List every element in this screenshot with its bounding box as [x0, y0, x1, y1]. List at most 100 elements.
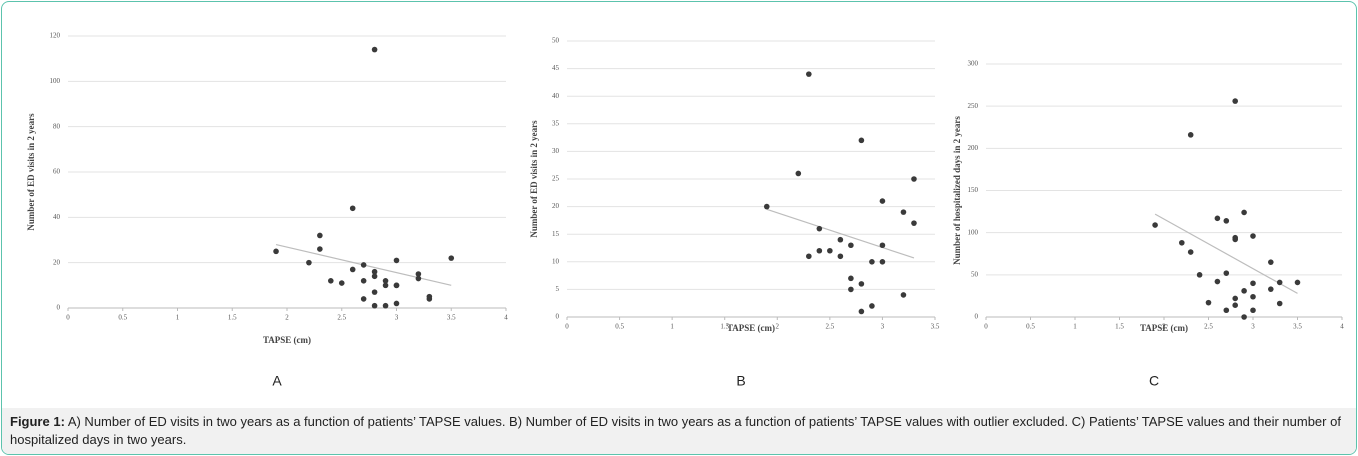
- data-point: [869, 303, 875, 309]
- data-point: [837, 253, 844, 260]
- panel-label: B: [736, 373, 745, 389]
- caption-label: Figure 1:: [10, 414, 65, 429]
- x-tick-label: 3.5: [447, 314, 456, 322]
- panel-label: C: [1149, 373, 1159, 389]
- data-point: [1241, 209, 1247, 216]
- data-point: [848, 286, 854, 293]
- x-axis-label: TAPSE (cm): [1140, 323, 1188, 333]
- x-tick-label: 1.5: [720, 323, 729, 331]
- x-tick-label: 1: [670, 323, 674, 331]
- x-tick-label: 0.5: [1026, 323, 1035, 331]
- y-tick-label: 50: [971, 270, 979, 278]
- data-point: [763, 203, 770, 210]
- data-point: [806, 71, 812, 77]
- trend-line: [1154, 213, 1298, 294]
- data-point: [371, 302, 378, 309]
- data-point: [848, 275, 854, 282]
- data-point: [371, 289, 378, 295]
- caption: Figure 1: A) Number of ED visits in two …: [2, 408, 1356, 454]
- x-tick-label: 4: [1340, 323, 1344, 331]
- data-point: [426, 296, 433, 302]
- caption-text: A) Number of ED visits in two years as a…: [10, 414, 1341, 447]
- x-tick-label: 0: [565, 323, 569, 331]
- y-tick-label: 30: [552, 147, 560, 155]
- y-tick-label: 40: [552, 92, 560, 100]
- y-tick-label: 20: [552, 202, 560, 210]
- y-tick-label: 100: [968, 228, 979, 236]
- x-tick-label: 2: [1162, 323, 1166, 331]
- data-point: [328, 278, 334, 284]
- data-point: [1179, 239, 1185, 246]
- data-point: [806, 253, 812, 260]
- y-tick-label: 50: [552, 37, 560, 45]
- y-tick-label: 250: [968, 102, 979, 110]
- x-tick-label: 3: [881, 323, 885, 331]
- y-axis-label: Number of hospitalized days in 2 years: [952, 116, 962, 265]
- data-point: [911, 220, 917, 226]
- y-tick-label: 100: [50, 77, 61, 85]
- data-point: [827, 247, 833, 254]
- data-point: [1268, 259, 1274, 265]
- data-point: [415, 271, 422, 277]
- data-point: [349, 205, 356, 212]
- data-point: [360, 262, 367, 268]
- data-point: [816, 225, 823, 232]
- data-point: [911, 176, 917, 182]
- data-point: [1294, 279, 1301, 286]
- x-tick-label: 3: [1251, 323, 1255, 331]
- y-tick-label: 300: [968, 60, 979, 68]
- data-point: [382, 282, 389, 289]
- data-point: [1223, 270, 1230, 276]
- data-point: [1232, 295, 1238, 302]
- data-point: [1187, 249, 1194, 255]
- data-point: [1241, 288, 1247, 294]
- data-point: [1232, 98, 1238, 104]
- x-tick-label: 0: [984, 323, 988, 331]
- data-point: [382, 302, 389, 309]
- panel-label: A: [272, 373, 282, 389]
- x-tick-label: 1.5: [228, 314, 237, 322]
- x-tick-label: 2.5: [1204, 323, 1213, 331]
- x-tick-label: 0.5: [118, 314, 127, 322]
- x-tick-label: 1.5: [1115, 323, 1124, 331]
- x-tick-label: 3.5: [931, 323, 940, 331]
- data-point: [795, 170, 802, 177]
- y-tick-label: 0: [975, 313, 979, 321]
- data-point: [1276, 279, 1283, 286]
- data-point: [900, 209, 907, 215]
- data-point: [1250, 233, 1256, 239]
- data-point: [371, 273, 378, 280]
- data-point: [1250, 293, 1256, 300]
- data-point: [371, 46, 378, 53]
- data-point: [393, 300, 400, 307]
- y-tick-label: 150: [968, 186, 979, 194]
- x-tick-label: 3: [395, 314, 399, 322]
- trend-line: [766, 208, 915, 259]
- data-point: [1268, 286, 1274, 292]
- y-tick-label: 0: [57, 304, 61, 312]
- data-point: [393, 257, 400, 264]
- data-point: [1250, 280, 1256, 287]
- x-tick-label: 0: [66, 314, 70, 322]
- data-point: [858, 281, 865, 287]
- data-point: [1250, 307, 1256, 314]
- data-point: [900, 292, 907, 298]
- y-tick-label: 40: [53, 213, 61, 221]
- x-tick-label: 2: [776, 323, 780, 331]
- y-tick-label: 20: [53, 258, 61, 266]
- x-tick-label: 2.5: [825, 323, 834, 331]
- data-point: [448, 255, 455, 261]
- data-point: [338, 280, 345, 286]
- data-point: [349, 266, 356, 273]
- y-axis-label: Number of ED visits in 2 years: [529, 120, 539, 238]
- data-point: [393, 282, 400, 289]
- x-tick-label: 0.5: [615, 323, 624, 331]
- data-point: [1276, 300, 1283, 307]
- x-tick-label: 1: [1073, 323, 1077, 331]
- y-tick-label: 35: [552, 119, 560, 127]
- data-point: [371, 268, 378, 275]
- data-point: [816, 247, 823, 254]
- y-tick-label: 10: [552, 257, 560, 265]
